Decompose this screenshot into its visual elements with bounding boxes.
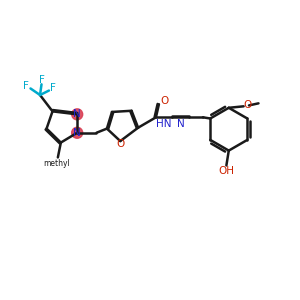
Text: O: O [244, 100, 252, 110]
Circle shape [72, 127, 83, 138]
Text: O: O [116, 139, 124, 149]
Text: OH: OH [218, 167, 234, 176]
Text: N: N [73, 109, 81, 119]
Text: F: F [50, 83, 56, 94]
Text: F: F [23, 81, 29, 91]
Text: F: F [39, 75, 44, 85]
Text: N: N [73, 128, 81, 138]
Text: HN: HN [156, 119, 172, 129]
Text: O: O [160, 96, 168, 106]
Circle shape [72, 109, 83, 120]
Text: N: N [177, 119, 184, 129]
Text: methyl: methyl [43, 159, 70, 168]
